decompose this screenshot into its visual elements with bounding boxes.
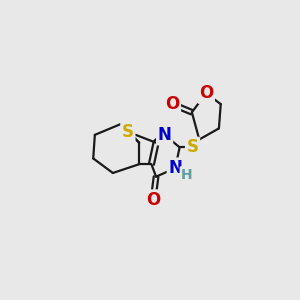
Text: S: S bbox=[187, 138, 199, 156]
Text: H: H bbox=[181, 168, 193, 182]
Text: O: O bbox=[199, 84, 213, 102]
Text: O: O bbox=[165, 95, 179, 113]
Text: S: S bbox=[122, 123, 134, 141]
Text: N: N bbox=[168, 159, 182, 177]
Text: O: O bbox=[146, 191, 160, 209]
Text: N: N bbox=[158, 126, 172, 144]
